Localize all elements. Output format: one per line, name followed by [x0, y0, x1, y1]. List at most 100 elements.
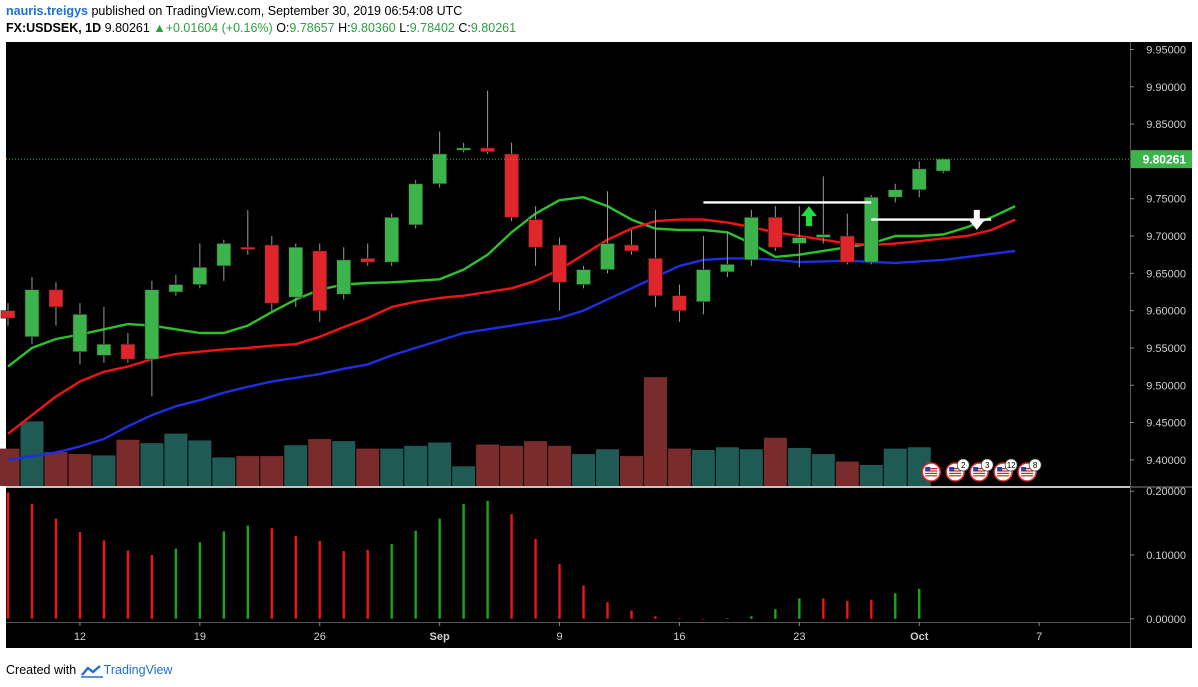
candle-body [672, 295, 687, 311]
high-label: H: [338, 21, 351, 35]
volume-bar [835, 461, 859, 486]
candle-body [600, 243, 615, 270]
volume-bar [715, 447, 739, 486]
volume-bars [0, 377, 931, 486]
price-axis[interactable] [1130, 42, 1192, 648]
us-flag-event-icon [921, 462, 941, 482]
flag-stripe [997, 472, 1010, 474]
flag-stripe [925, 468, 938, 470]
flag-stripe [997, 468, 1010, 470]
author-link[interactable]: nauris.treigys [6, 4, 88, 18]
last-price-badge [1131, 150, 1192, 169]
event-count: 2 [961, 461, 966, 470]
ohlc-line: FX:USDSEK, 1D 9.80261 ▲+0.01604 (+0.16%)… [6, 20, 1192, 37]
last-price: 9.80261 [104, 21, 150, 35]
candle-body [240, 246, 256, 250]
tradingview-logo-icon [80, 664, 103, 678]
event-count-badge [1028, 458, 1042, 472]
volume-bar [524, 441, 548, 486]
candle-body [480, 147, 495, 152]
flag-canton [925, 467, 931, 471]
candle-body [96, 343, 112, 356]
volume-bar [0, 448, 20, 486]
candle-body [72, 314, 88, 352]
flag-stripe [1021, 470, 1034, 472]
tradingview-link[interactable]: TradingView [103, 663, 173, 677]
volume-bar [572, 454, 596, 486]
volume-bar [739, 449, 763, 486]
candles [0, 90, 951, 397]
candle-body [863, 196, 879, 263]
candle-body [336, 259, 352, 295]
candle-body [168, 284, 184, 293]
price-change: +0.01604 (+0.16%) [165, 21, 273, 35]
flag-stripe [973, 475, 986, 477]
candle-body [768, 217, 783, 248]
candle-body [648, 258, 663, 297]
candle-body [312, 250, 328, 311]
oscillator-pane[interactable] [6, 488, 1130, 622]
candle-body [264, 244, 280, 304]
time-tick-label: Oct [910, 631, 929, 643]
volume-bar [332, 441, 356, 486]
candle-body [24, 289, 40, 338]
price-tick-label: 9.75000 [1146, 194, 1186, 206]
candle-body [792, 237, 807, 244]
oscillator-tick-label: 0.10000 [1146, 550, 1186, 562]
candle-body [408, 183, 423, 226]
volume-bar [404, 445, 428, 486]
publish-line: nauris.treigys published on TradingView.… [6, 3, 1192, 20]
price-tick-label: 9.85000 [1146, 119, 1186, 131]
volume-bar [308, 439, 332, 486]
time-tick-label: 16 [673, 631, 685, 643]
event-count-badge [1004, 458, 1018, 472]
volume-bar [476, 444, 500, 486]
time-tick-label: Sep [430, 631, 450, 643]
volume-bar [643, 377, 667, 486]
flag-stripe [973, 470, 986, 472]
candle-body [456, 147, 471, 151]
candle-body [216, 243, 232, 267]
candle-body [911, 168, 927, 191]
flag-canton [997, 467, 1003, 471]
chart-header: nauris.treigys published on TradingView.… [6, 3, 1192, 41]
low-value: 9.78402 [409, 21, 455, 35]
price-tick-label: 9.50000 [1146, 380, 1186, 392]
event-count-badge [956, 458, 970, 472]
volume-bar [116, 439, 140, 486]
us-flag-event-icon: 3 [969, 458, 994, 482]
high-value: 9.80360 [350, 21, 396, 35]
flag-stripe [949, 472, 962, 474]
candle-body [839, 235, 855, 263]
volume-bar [859, 464, 883, 486]
candle-body [384, 217, 399, 263]
flag-stripe [973, 468, 986, 470]
time-axis[interactable] [6, 622, 1130, 648]
volume-bar [212, 457, 236, 486]
us-flag-event-icon: 2 [945, 458, 970, 482]
price-tick-label: 9.60000 [1146, 306, 1186, 318]
candle-body [887, 189, 903, 198]
event-count: 8 [1033, 461, 1038, 470]
time-tick-label: 26 [314, 631, 326, 643]
time-tick-label: 23 [793, 631, 805, 643]
volume-bar [380, 448, 404, 486]
candle-body [720, 264, 735, 273]
flag-stripe [925, 475, 938, 477]
volume-bar [763, 437, 787, 486]
candle-body [48, 289, 64, 308]
low-label: L: [399, 21, 410, 35]
volume-bar [548, 445, 572, 486]
footer: Created with TradingView [6, 660, 172, 680]
candle-body [432, 153, 447, 185]
price-tick-label: 9.70000 [1146, 231, 1186, 243]
candle-body [576, 269, 591, 285]
flag-stripe [949, 470, 962, 472]
volume-bar [44, 452, 68, 486]
candle-body [192, 267, 208, 285]
volume-bar [92, 455, 116, 486]
flag-canton [1021, 467, 1027, 471]
arrow-down-icon [968, 209, 985, 230]
volume-bar [236, 456, 260, 486]
